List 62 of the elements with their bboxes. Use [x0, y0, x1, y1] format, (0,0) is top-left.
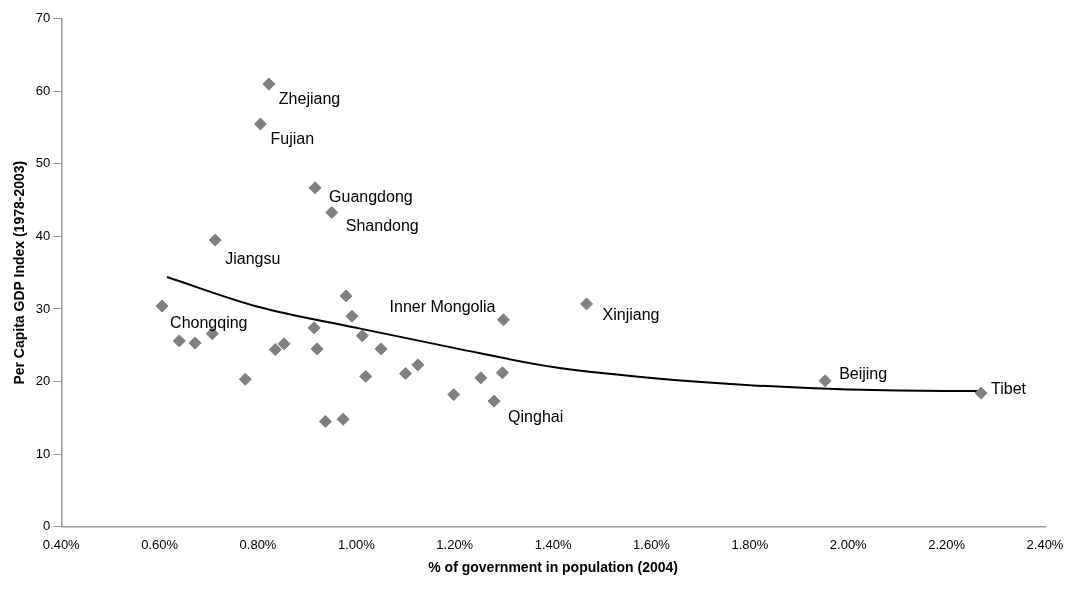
annotation: Xinjiang — [602, 306, 660, 324]
annotation: Qinghai — [508, 407, 564, 425]
y-tick-label: 0 — [43, 518, 51, 534]
annotation: Guangdong — [329, 188, 413, 206]
x-tick-label: 1.20% — [436, 536, 474, 552]
x-tick-label: 1.60% — [633, 536, 671, 552]
x-tick-label: 1.00% — [337, 536, 376, 552]
y-tick-label: 30 — [35, 300, 51, 316]
point — [447, 388, 461, 402]
y-tick-label: 20 — [35, 373, 51, 389]
x-tick-label: 2.00% — [829, 536, 868, 552]
point — [818, 374, 832, 388]
point — [208, 233, 222, 247]
y-tick-label: 60 — [35, 82, 51, 98]
point — [487, 394, 501, 408]
annotation: Inner Mongolia — [389, 298, 496, 316]
annotation: Shandong — [345, 216, 419, 234]
y-tick-label: 40 — [35, 228, 51, 244]
point — [253, 117, 267, 131]
point — [268, 343, 282, 357]
annotation: Zhejiang — [278, 90, 341, 108]
annotation: Tibet — [991, 379, 1027, 397]
x-axis-title: % of government in population (2004) — [428, 559, 678, 576]
point — [474, 371, 488, 385]
point — [238, 372, 252, 386]
point — [495, 366, 509, 380]
x-tick-label: 0.80% — [239, 536, 277, 552]
annotation: Beijing — [839, 365, 888, 383]
y-tick-label: 50 — [35, 155, 51, 171]
x-tick-label: 0.40% — [42, 536, 81, 552]
point — [374, 342, 388, 356]
annotation: Fujian — [270, 130, 315, 148]
point — [172, 334, 186, 348]
point — [580, 297, 594, 311]
x-tick-label: 1.40% — [534, 536, 572, 552]
point — [411, 358, 425, 372]
point — [188, 336, 202, 350]
x-tick-label: 2.20% — [928, 536, 966, 552]
x-tick-label: 2.40% — [1026, 536, 1064, 552]
y-tick-label: 10 — [35, 445, 51, 461]
point — [345, 309, 359, 323]
point — [359, 369, 373, 383]
y-tick-label: 70 — [35, 10, 51, 26]
point — [277, 337, 291, 351]
point — [262, 77, 276, 91]
x-tick-label: 1.80% — [731, 536, 769, 552]
x-tick-label: 0.60% — [141, 536, 179, 552]
point — [339, 289, 353, 303]
point — [308, 181, 322, 195]
point — [496, 313, 510, 327]
point — [399, 367, 413, 381]
point — [325, 205, 339, 219]
point — [155, 299, 169, 313]
point — [307, 321, 321, 335]
y-axis-title: Per Capita GDP Index (1978-2003) — [11, 160, 28, 385]
point — [336, 412, 350, 426]
annotation: Jiangsu — [225, 250, 281, 268]
point — [310, 342, 324, 356]
annotation: Chongqing — [170, 314, 248, 332]
point — [318, 414, 332, 428]
point — [355, 329, 369, 343]
point — [974, 386, 988, 400]
